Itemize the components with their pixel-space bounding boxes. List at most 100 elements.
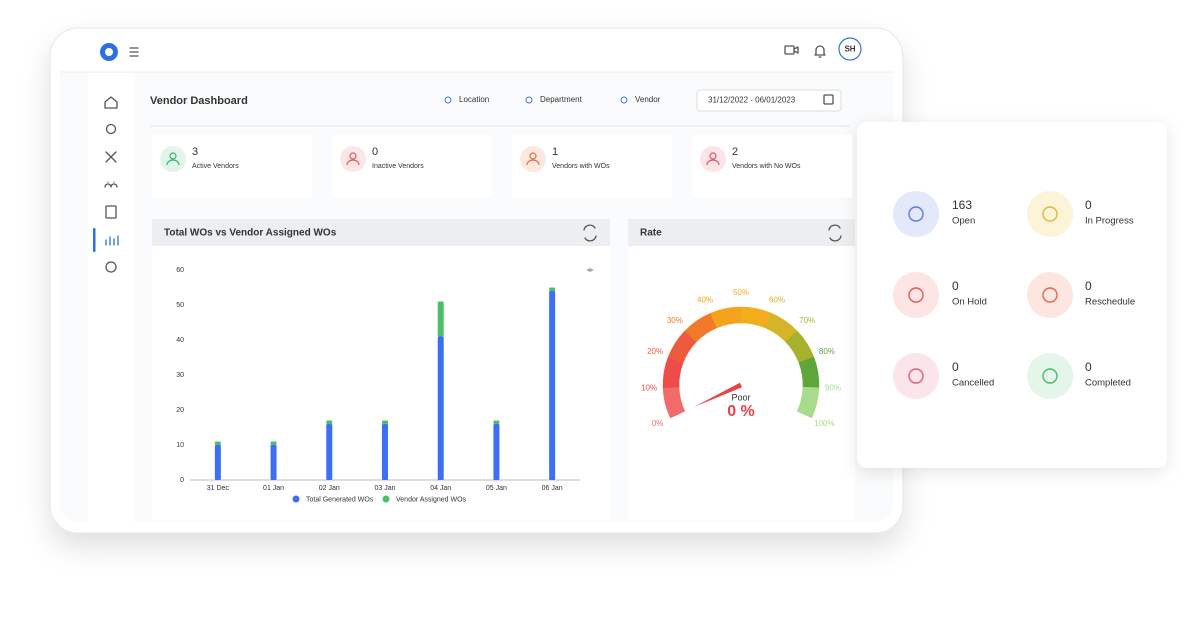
notification-button[interactable] [814,45,826,58]
bar-segment [326,424,333,480]
stat-value: 0 [372,146,378,158]
bar-segment [493,424,500,480]
status-icon [1042,368,1058,384]
gauge-annotation: Poor [731,392,750,402]
nav-tools[interactable] [105,151,117,163]
nav-reports[interactable] [105,235,119,246]
sidebar-nav [104,96,119,273]
filter-label[interactable]: Location [459,95,489,104]
stat-value: 1 [552,146,558,158]
y-tick-label: 60 [176,267,184,274]
stat-label: Inactive Vendors [372,163,424,170]
filter-icon [525,96,533,104]
avatar-ring [838,37,862,61]
gauge-refresh[interactable] [828,224,842,242]
gauge-tick-label: 60% [769,295,785,304]
filter-label[interactable]: Department [540,95,583,104]
status-label: Reschedule [1085,297,1135,308]
legend-label: Vendor Assigned WOs [396,496,467,503]
x-tick-label: 31 Dec [207,485,230,492]
bar-segment [382,420,388,424]
x-tick-label: 06 Jan [542,485,563,492]
gauge-tick-label: 0% [652,419,664,428]
gauge-tick-label: 10% [641,383,657,392]
bar-segment [493,420,500,424]
x-tick-label: 05 Jan [486,485,507,492]
status-icon [908,287,924,303]
x-tick-label: 04 Jan [430,485,451,492]
status-icon-bg [893,353,939,399]
video-button[interactable] [784,45,799,55]
date-picker[interactable]: 31/12/2022 - 06/01/2023 [696,89,842,112]
bell-icon [814,45,826,58]
stat-icon [166,159,180,166]
gauge-chart-title: Rate [640,228,662,239]
stat-label: Active Vendors [192,163,239,170]
logo[interactable] [100,43,118,61]
avatar-initials: SH [844,45,855,54]
stat-icon [709,152,717,160]
nav-home[interactable] [104,96,118,109]
bar-segment [214,441,221,445]
bar-segment [382,424,388,480]
gauge-tick-label: 30% [667,316,683,325]
filter-label[interactable]: Vendor [635,95,661,104]
y-tick-label: 10 [176,442,184,449]
status-label: Open [952,216,975,227]
gauge-tick-label: 20% [647,347,663,356]
stat-label: Vendors with No WOs [732,163,801,170]
status-icon-bg [1027,191,1073,237]
gauge-tick-label: 90% [825,383,841,392]
gauge-panel-header [628,219,855,246]
status-icon-bg [893,191,939,237]
gauge-tick-label: 70% [799,316,815,325]
y-tick-label: 40 [176,337,184,344]
gauge-tick-label: 40% [697,295,713,304]
status-icon-bg [1027,353,1073,399]
bar-refresh[interactable] [583,224,597,242]
menu-icon [129,47,139,57]
bar-chart-title: Total WOs vs Vendor Assigned WOs [164,228,337,239]
status-label: On Hold [952,297,987,308]
nav-clipboard[interactable] [105,205,117,219]
bar-segment [437,301,444,337]
y-tick-label: 0 [180,477,184,484]
avatar[interactable]: SH [838,37,862,61]
status-icon [1042,206,1058,222]
status-label: Completed [1085,378,1131,389]
gauge-panel [628,219,855,520]
legend-dot [292,495,300,503]
calendar-icon [823,94,834,105]
bar-panel [152,219,610,520]
nav-settings[interactable] [105,123,117,135]
stat-icon [529,152,537,160]
layers-icon[interactable] [586,268,594,272]
status-label: In Progress [1085,216,1134,227]
status-icon [908,368,924,384]
stat-value: 2 [732,146,738,158]
nav-active-indicator [93,228,96,252]
nav-users[interactable] [104,181,118,188]
stat-icon [349,152,357,160]
menu-button[interactable] [129,47,139,57]
x-tick-label: 01 Jan [263,485,284,492]
stat-icon [526,159,540,166]
filter-icon [444,96,452,104]
video-lens [793,46,799,54]
video-icon [784,45,795,55]
stat-value: 3 [192,146,198,158]
status-value: 163 [952,198,972,212]
status-icon-bg [1027,272,1073,318]
stat-icon [706,159,720,166]
stat-icon [346,159,360,166]
bar-segment [270,445,277,480]
bar-segment [549,291,556,480]
bar-segment [326,420,333,424]
gauge-tick-label: 100% [814,419,834,428]
bar-panel-header [152,219,610,246]
legend-label: Total Generated WOs [306,496,374,503]
nav-history[interactable] [105,261,117,273]
bar-segment [214,445,221,480]
status-icon-bg [893,272,939,318]
